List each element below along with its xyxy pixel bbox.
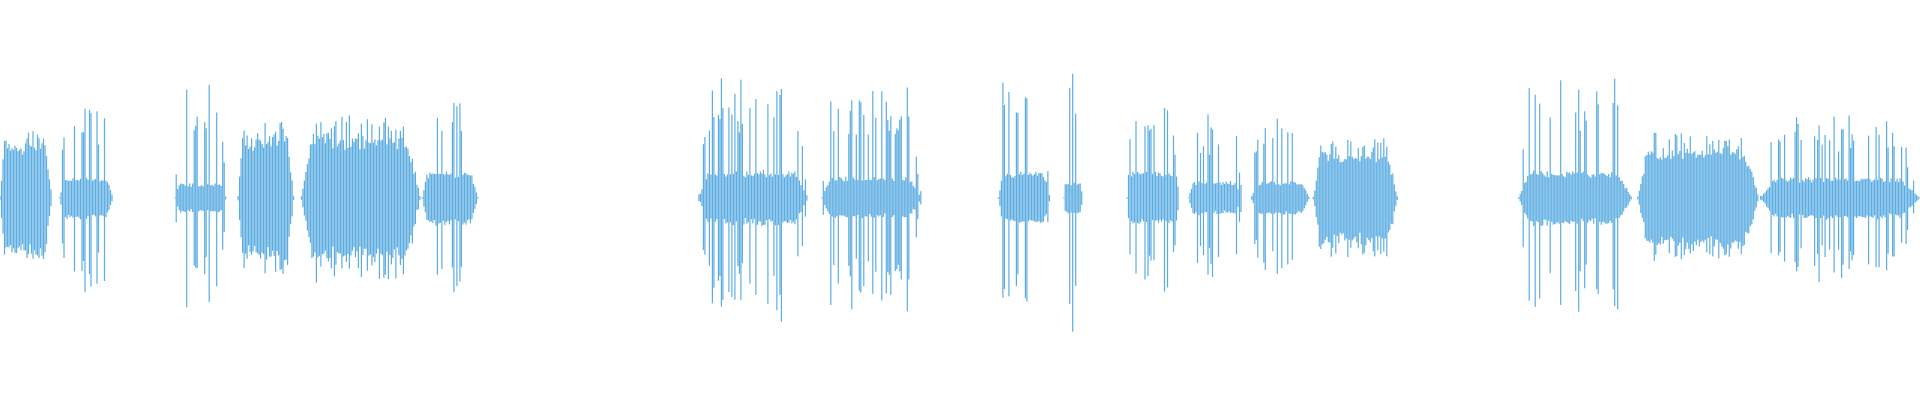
- waveform-segment: [1063, 73, 1083, 332]
- waveform-segment: [1759, 115, 1920, 283]
- waveform-segment: [174, 84, 227, 308]
- waveform-segment: [421, 102, 479, 293]
- waveform-segment: [0, 131, 52, 259]
- waveform-segment: [997, 82, 1051, 302]
- waveform-segment: [58, 108, 113, 292]
- waveform-segment: [698, 78, 808, 322]
- waveform-segment: [1251, 118, 1310, 274]
- waveform-segment: [1187, 114, 1242, 277]
- waveform-segment: [300, 115, 421, 283]
- waveform-segment: [1637, 132, 1759, 261]
- waveform-segment: [1312, 138, 1398, 257]
- waveform-segment: [1126, 108, 1179, 292]
- waveform-segment: [821, 87, 922, 312]
- waveform-bars: [0, 73, 1920, 332]
- waveform-segment: [237, 122, 295, 274]
- waveform-segment: [1518, 78, 1632, 312]
